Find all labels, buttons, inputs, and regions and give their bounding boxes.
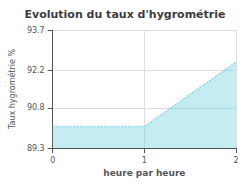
- svg-text:Taux hygrométrie %: Taux hygrométrie %: [7, 49, 17, 131]
- svg-text:2: 2: [233, 156, 238, 165]
- svg-text:0: 0: [50, 156, 55, 165]
- svg-text:90.8: 90.8: [27, 103, 45, 112]
- svg-text:93.7: 93.7: [27, 26, 45, 35]
- svg-text:heure par heure: heure par heure: [103, 168, 185, 178]
- svg-text:Evolution du taux d'hygrométri: Evolution du taux d'hygrométrie: [25, 8, 226, 21]
- svg-text:89.3: 89.3: [27, 144, 45, 153]
- svg-text:1: 1: [142, 156, 147, 165]
- svg-text:92.2: 92.2: [27, 66, 45, 75]
